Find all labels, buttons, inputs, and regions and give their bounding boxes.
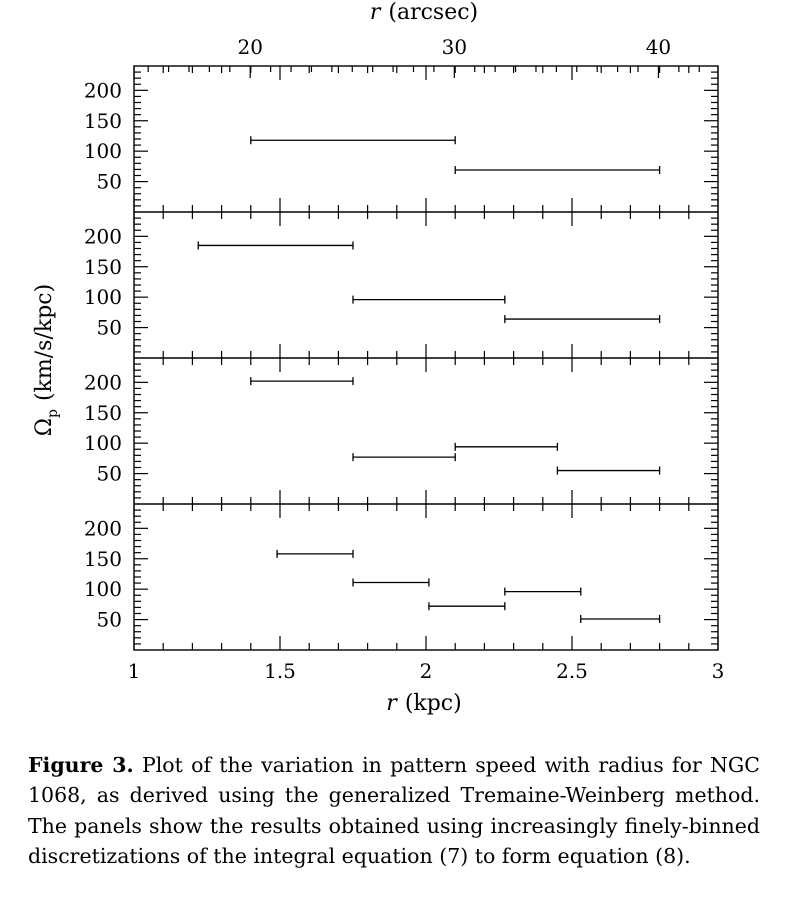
error-bar bbox=[504, 587, 582, 596]
error-bar bbox=[197, 241, 354, 250]
error-bar bbox=[556, 466, 661, 475]
y-tick-label: 200 bbox=[84, 224, 122, 248]
y-tick-label: 100 bbox=[84, 577, 122, 601]
y-tick-label: 50 bbox=[97, 462, 122, 486]
error-bar bbox=[580, 614, 661, 623]
axis-ticks bbox=[133, 66, 719, 650]
x-tick-label: 2.5 bbox=[556, 659, 588, 683]
y-tick-label: 50 bbox=[97, 608, 122, 632]
error-bar bbox=[454, 442, 559, 451]
y-tick-label: 150 bbox=[84, 547, 122, 571]
y-tick-label: 200 bbox=[84, 370, 122, 394]
x-tick-label: 2 bbox=[420, 659, 433, 683]
error-bar bbox=[352, 295, 506, 304]
arcsec-tick-label: 30 bbox=[442, 35, 467, 59]
y-axis-label: Ωp(km/s/kpc) bbox=[32, 284, 61, 436]
y-tick-label: 100 bbox=[84, 431, 122, 455]
error-bar bbox=[276, 549, 354, 558]
y-tick-label: 150 bbox=[84, 109, 122, 133]
caption-label: Figure 3. bbox=[28, 753, 134, 777]
x-tick-label: 1 bbox=[128, 659, 141, 683]
error-bar bbox=[454, 166, 661, 175]
y-tick-label: 50 bbox=[97, 170, 122, 194]
error-bar bbox=[504, 315, 661, 324]
x-tick-label: 3 bbox=[712, 659, 725, 683]
tick-labels: 50 100 150 200 50 100 150 200 50 100 150 200 50 100 15… bbox=[84, 35, 725, 683]
y-tick-label: 200 bbox=[84, 78, 122, 102]
y-tick-label: 150 bbox=[84, 401, 122, 425]
arcsec-tick-label: 20 bbox=[237, 35, 262, 59]
y-tick-label: 100 bbox=[84, 285, 122, 309]
error-bar bbox=[428, 602, 506, 611]
top-axis-label: r (arcsec) bbox=[370, 0, 478, 25]
x-axis-label: r (kpc) bbox=[386, 691, 461, 716]
y-tick-label: 50 bbox=[97, 316, 122, 340]
pattern-speed-figure: 50 100 150 200 50 100 150 200 50 100 150 200 50 100 15… bbox=[32, 0, 725, 716]
error-bar bbox=[352, 578, 430, 587]
error-bar bbox=[250, 136, 456, 145]
y-tick-label: 150 bbox=[84, 255, 122, 279]
error-bars bbox=[197, 136, 661, 623]
y-tick-label: 200 bbox=[84, 516, 122, 540]
arcsec-tick-label: 40 bbox=[646, 35, 671, 59]
error-bar bbox=[352, 453, 456, 462]
error-bar bbox=[250, 377, 354, 386]
y-tick-label: 100 bbox=[84, 139, 122, 163]
x-tick-label: 1.5 bbox=[264, 659, 296, 683]
caption-text: Plot of the variation in pattern speed w… bbox=[28, 753, 760, 868]
figure-caption: Figure 3. Plot of the variation in patte… bbox=[28, 750, 760, 871]
